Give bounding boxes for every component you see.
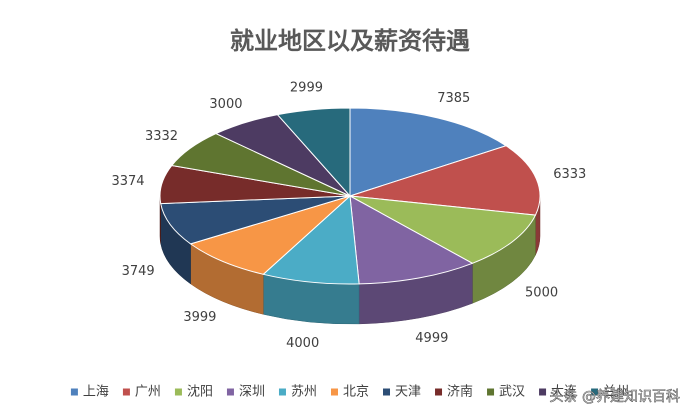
legend-label: 上海 [83, 385, 109, 400]
legend-label: 苏州 [291, 384, 317, 400]
legend-swatch [174, 388, 182, 396]
legend-item: 深圳 [226, 385, 265, 400]
data-label: 7385 [437, 91, 470, 106]
legend-swatch [383, 388, 391, 396]
legend-label: 北京 [343, 385, 369, 400]
data-label: 5000 [525, 285, 558, 300]
data-label: 3749 [122, 264, 155, 279]
pie-slice [160, 195, 351, 245]
data-labels: 7385 6333 5000 4999 4000 3999 3749 3374 3332 3000… [111, 81, 586, 351]
legend-label: 济南 [447, 384, 473, 400]
legend-swatch [70, 388, 78, 396]
pie-sides [159, 195, 541, 325]
data-label: 4999 [415, 331, 448, 346]
legend-item: 上海 [70, 385, 109, 400]
legend: 上海 广州 沈阳 深圳 苏州 北京 天津 济南 武汉 大连 兰州 [70, 384, 629, 400]
legend-label: 沈阳 [187, 385, 213, 400]
pie-slice [349, 195, 537, 264]
legend-item: 广州 [122, 385, 161, 400]
data-label: 3332 [145, 129, 178, 144]
pie-slice [276, 107, 351, 198]
legend-label: 兰州 [603, 385, 629, 400]
data-label: 3374 [111, 174, 144, 189]
legend-swatch [122, 388, 130, 396]
data-label: 4000 [286, 336, 319, 351]
legend-swatch [539, 388, 547, 396]
data-label: 3000 [209, 97, 242, 112]
legend-swatch [330, 388, 338, 396]
legend-item: 济南 [435, 384, 473, 400]
watermark: 头条 @养建知识百科 [550, 388, 680, 405]
legend-label: 大连 [551, 384, 577, 400]
data-label: 3999 [183, 310, 216, 325]
data-label: 6333 [553, 167, 586, 182]
legend-item: 沈阳 [174, 385, 213, 400]
legend-swatch [435, 388, 443, 396]
legend-label: 广州 [135, 385, 161, 400]
legend-label: 天津 [395, 385, 421, 400]
legend-item: 大连 [539, 384, 577, 400]
legend-item: 苏州 [278, 384, 317, 400]
legend-item: 兰州 [591, 385, 629, 400]
pie-slice [349, 107, 508, 197]
chart-title: 就业地区以及薪资待遇 [230, 27, 470, 55]
data-label: 2999 [290, 81, 323, 96]
legend-swatch [487, 388, 495, 396]
pie-slice [349, 145, 541, 216]
legend-swatch [226, 388, 234, 396]
pie-tops [159, 107, 541, 285]
legend-item: 天津 [383, 385, 421, 400]
legend-label: 武汉 [499, 385, 525, 400]
pie-slice [189, 195, 351, 275]
legend-item: 武汉 [487, 385, 525, 400]
legend-swatch [591, 388, 599, 396]
pie-slice [262, 194, 360, 285]
legend-label: 深圳 [239, 385, 265, 400]
legend-item: 北京 [330, 385, 369, 400]
pie-slice [349, 195, 474, 285]
legend-swatch [278, 388, 286, 396]
